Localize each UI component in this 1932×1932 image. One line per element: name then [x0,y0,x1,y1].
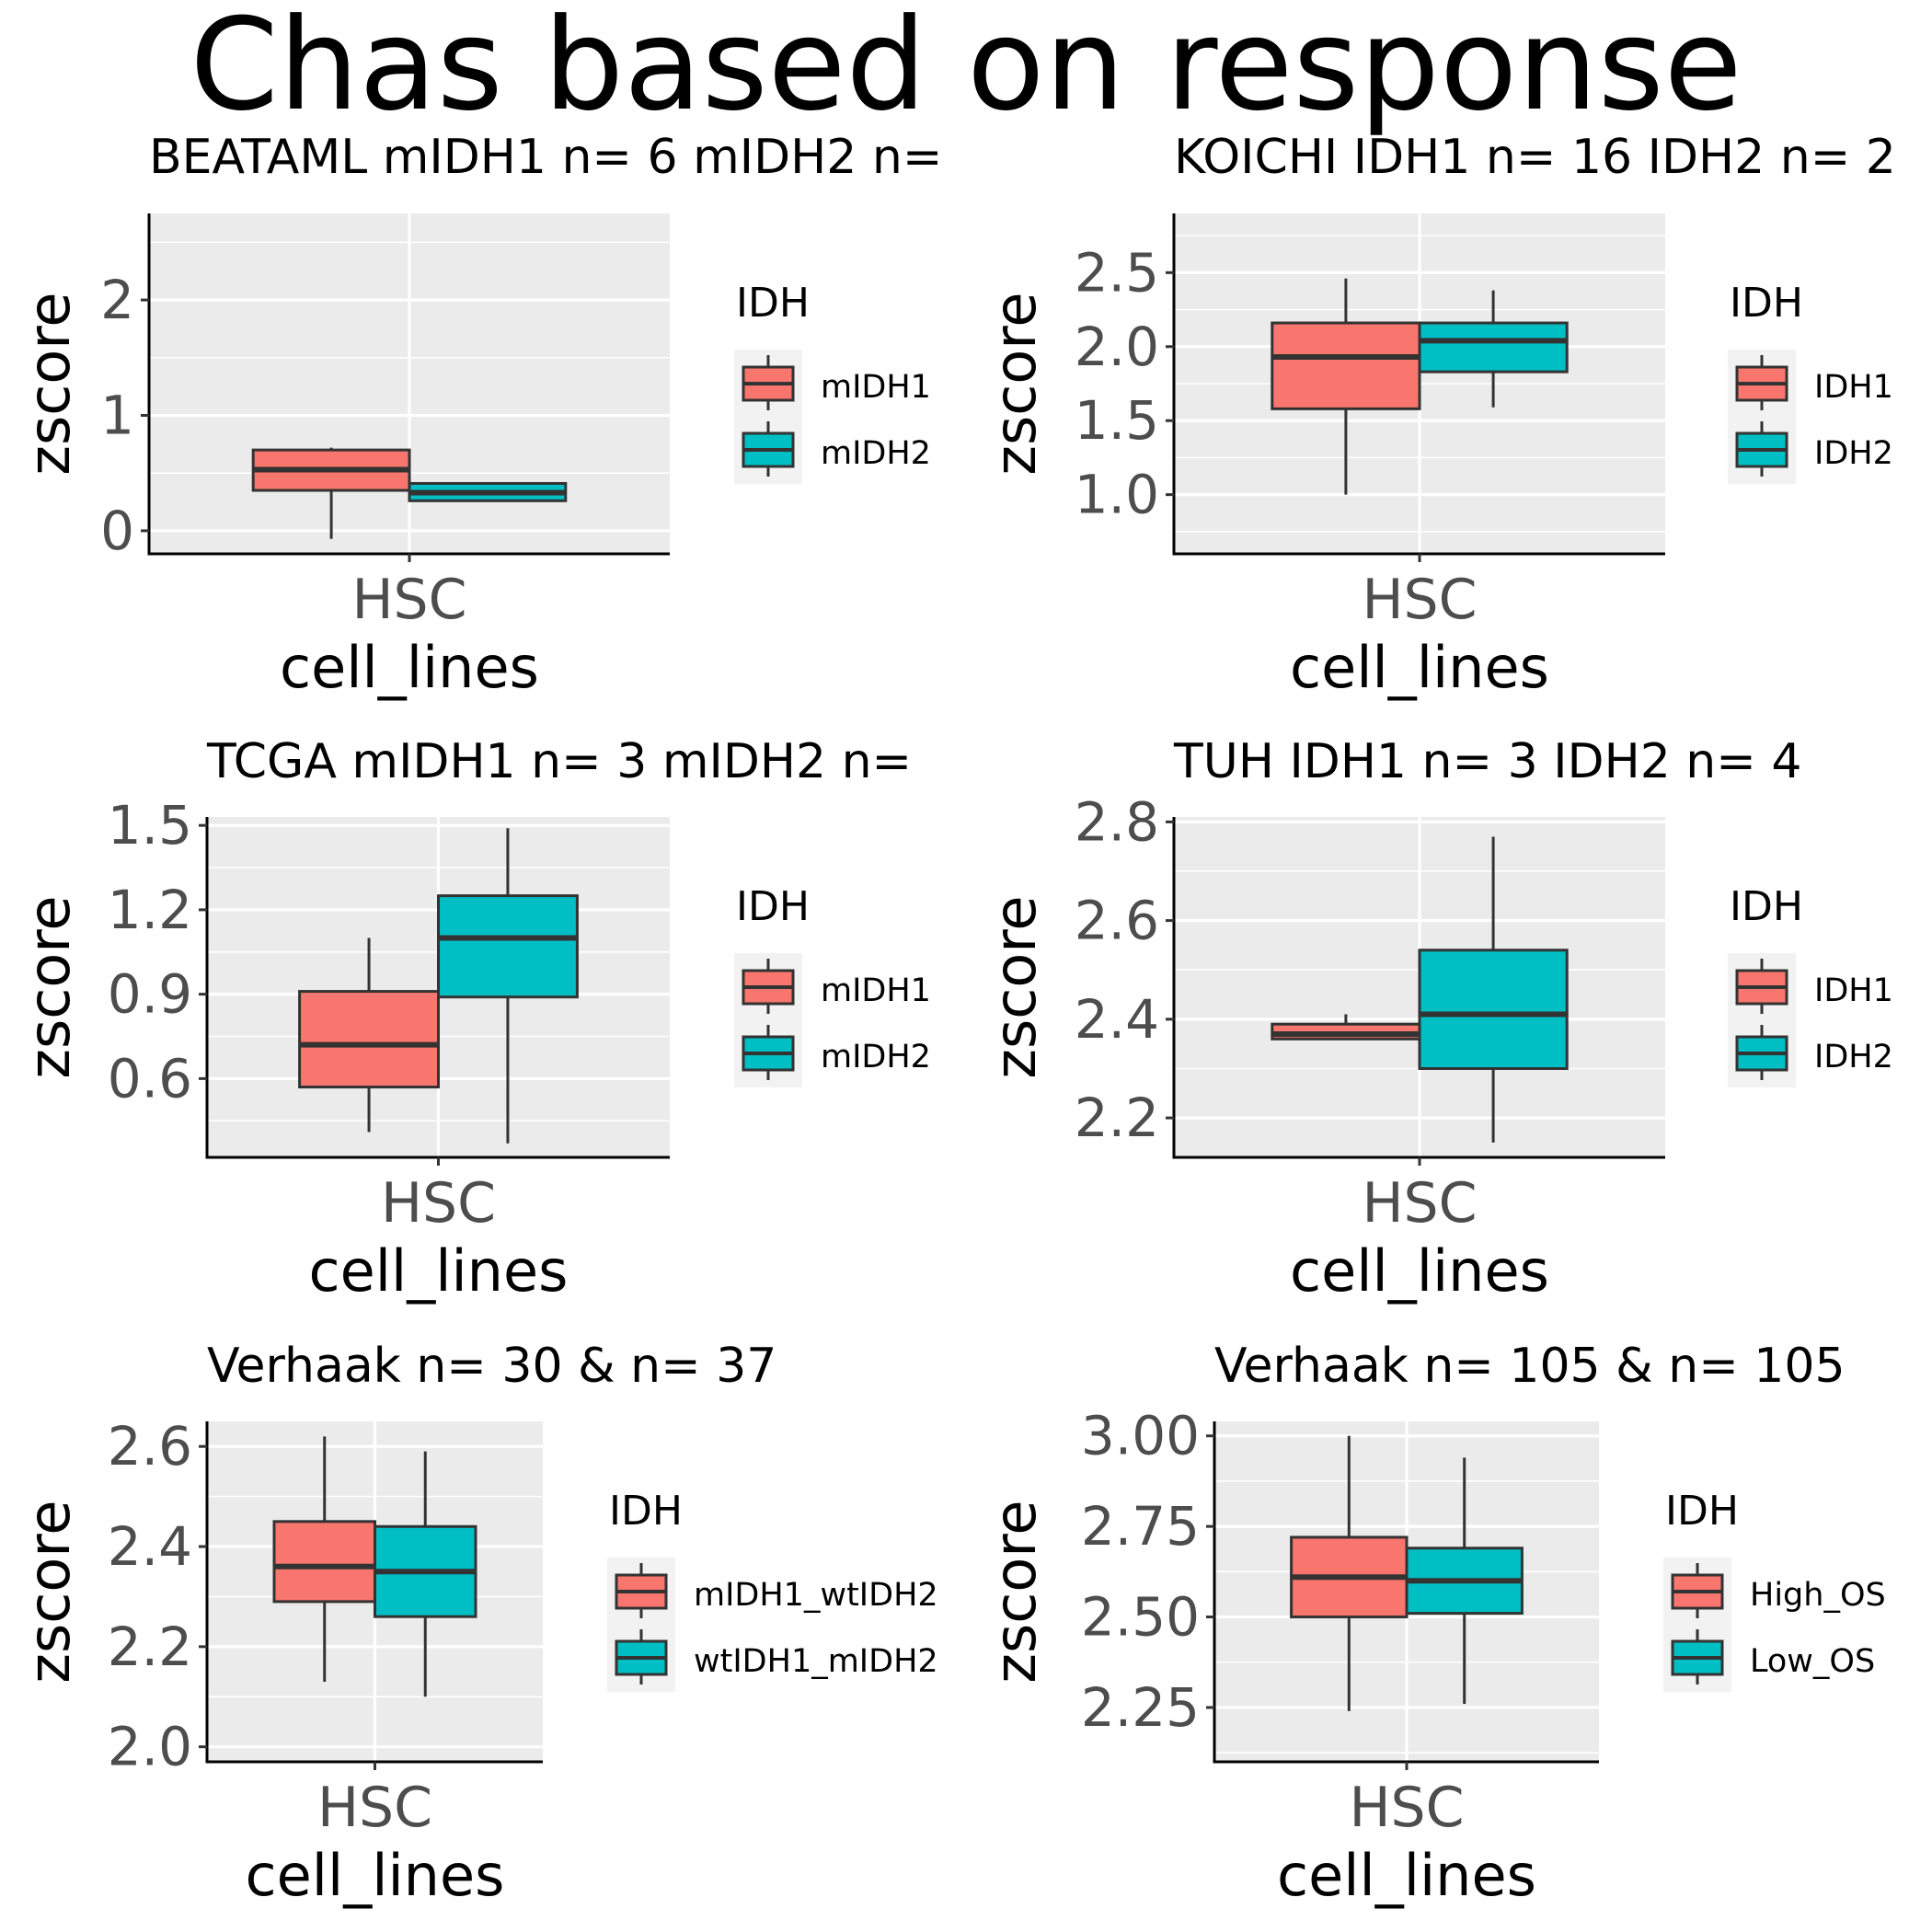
box-IDH2 [1418,836,1569,1143]
legend-label: mIDH1_wtIDH2 [694,1577,938,1614]
y-tick-label: 2.5 [1075,241,1159,304]
legend-label: IDH1 [1814,369,1893,406]
box-Low_OS [1405,1457,1524,1705]
panel-title: BEATAML mIDH1 n= 6 mIDH2 n= [149,130,942,185]
y-tick-label: 2.0 [108,1716,192,1778]
x-tick-label: HSC [1362,1171,1477,1236]
y-axis-title: zscore [982,292,1049,475]
box-body [1271,321,1421,410]
legend: IDH IDH1 IDH2 [1728,883,1893,1087]
legend-label: mIDH2 [821,1039,931,1075]
x-tick-label: HSC [1362,568,1477,632]
legend-title: IDH [736,280,810,327]
box-body [298,990,440,1089]
y-axis-title: zscore [16,292,83,475]
box-mIDH1 [251,447,411,539]
legend-title: IDH [1730,280,1803,327]
panel-title: Verhaak n= 30 & n= 37 [207,1339,776,1394]
y-tick-label: 2.2 [108,1616,192,1678]
legend-label: mIDH2 [821,435,931,472]
legend-title: IDH [1730,883,1803,930]
y-axis-title: zscore [982,1500,1049,1683]
y-tick-label: 1.2 [108,879,192,941]
y-tick-label: 0.6 [108,1047,192,1110]
panel-title: KOICHI IDH1 n= 16 IDH2 n= 2 [1174,130,1896,185]
x-axis-title: cell_lines [1277,1842,1536,1909]
legend: IDH IDH1 IDH2 [1728,280,1893,484]
x-tick-label: HSC [1349,1776,1464,1840]
y-tick-label: 2.4 [108,1515,192,1578]
panel-title: Verhaak n= 105 & n= 105 [1214,1339,1846,1394]
box-mIDH1 [298,937,440,1133]
y-tick-label: 2 [100,269,134,331]
panel-title: TCGA mIDH1 n= 3 mIDH2 n= [206,734,912,789]
y-tick-label: 1 [100,384,134,446]
legend-label: mIDH1 [821,972,931,1009]
legend-label: mIDH1 [821,369,931,406]
box-body [272,1520,376,1604]
legend-label: wtIDH1_mIDH2 [694,1643,938,1680]
box-body [1418,321,1569,374]
legend-title: IDH [609,1488,683,1535]
y-tick-label: 2.50 [1081,1586,1200,1649]
y-tick-label: 1.5 [108,794,192,857]
y-tick-label: 2.2 [1075,1087,1159,1149]
box-body [437,894,579,999]
x-axis-title: cell_lines [1290,1237,1549,1305]
box-body [1418,949,1569,1070]
x-axis-title: cell_lines [1290,634,1549,701]
box-mIDH2 [408,481,568,502]
x-axis-title: cell_lines [280,634,539,701]
y-tick-label: 2.6 [1075,890,1159,952]
legend: IDH mIDH1 mIDH2 [734,280,931,484]
y-tick-label: 2.0 [1075,316,1159,378]
legend-title: IDH [1665,1488,1739,1535]
legend-label: IDH1 [1814,972,1893,1009]
y-tick-label: 2.25 [1081,1676,1200,1739]
box-mIDH2 [437,828,579,1144]
legend: IDH mIDH1 mIDH2 [734,883,931,1087]
y-axis-title: zscore [982,895,1049,1078]
x-axis-title: cell_lines [246,1842,505,1909]
legend: IDH High_OS Low_OS [1663,1488,1886,1692]
y-tick-label: 1.5 [1075,389,1159,452]
legend-label: Low_OS [1750,1643,1875,1680]
legend-label: High_OS [1750,1577,1886,1614]
box-IDH2 [1418,290,1569,408]
x-tick-label: HSC [351,568,466,632]
y-tick-label: 0 [100,500,134,562]
y-tick-label: 3.00 [1081,1405,1200,1467]
y-tick-label: 2.4 [1075,988,1159,1051]
y-tick-label: 2.8 [1075,790,1159,853]
x-axis-title: cell_lines [309,1237,569,1305]
box-mIDH1_wtIDH2 [272,1436,376,1682]
box-wtIDH1_mIDH2 [374,1451,477,1697]
box-IDH1 [1271,278,1421,495]
legend-label: IDH2 [1814,435,1893,472]
legend-title: IDH [736,883,810,930]
y-tick-label: 1.0 [1075,464,1159,526]
y-axis-title: zscore [16,895,83,1078]
x-tick-label: HSC [381,1171,496,1236]
panel-title: TUH IDH1 n= 3 IDH2 n= 4 [1173,734,1801,789]
y-tick-label: 2.75 [1081,1495,1200,1558]
y-tick-label: 0.9 [108,963,192,1026]
legend: IDH mIDH1_wtIDH2 wtIDH1_mIDH2 [607,1488,938,1692]
y-tick-label: 2.6 [108,1415,192,1478]
legend-label: IDH2 [1814,1039,1893,1075]
main-title: Chas based on response [190,0,1742,139]
y-axis-title: zscore [16,1500,83,1683]
box-High_OS [1290,1435,1409,1711]
x-tick-label: HSC [317,1776,432,1840]
